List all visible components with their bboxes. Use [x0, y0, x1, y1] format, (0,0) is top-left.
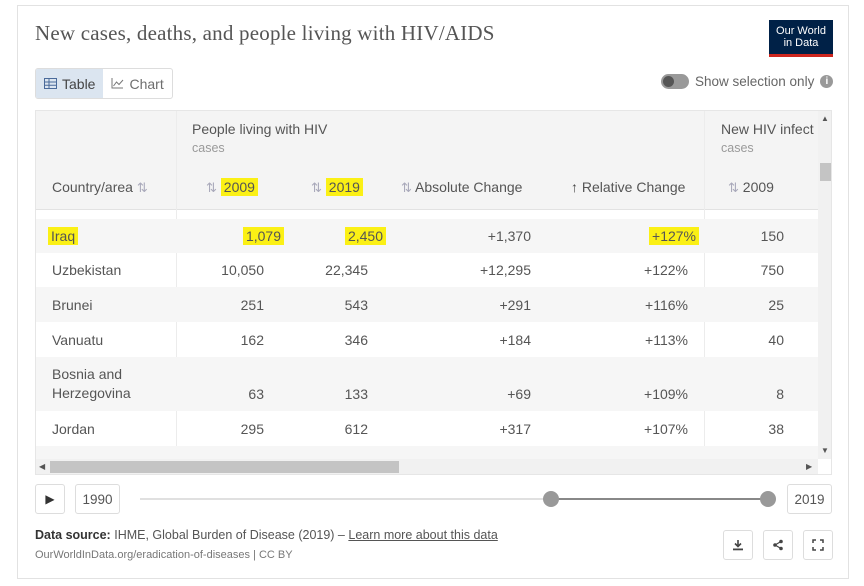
- download-button[interactable]: [723, 530, 753, 560]
- col-relative-change[interactable]: ↑ Relative Change: [571, 179, 686, 195]
- table-icon: [44, 78, 57, 89]
- info-icon[interactable]: i: [820, 75, 834, 88]
- group-unit-living: cases: [192, 141, 225, 155]
- tab-chart-label: Chart: [129, 75, 164, 92]
- table-row[interactable]: Iraq 1,079 2,450 +1,370 +127% 150: [36, 219, 818, 253]
- data-table: People living with HIV cases New HIV inf…: [35, 110, 832, 475]
- group-title-new: New HIV infect: [721, 121, 814, 137]
- data-source: Data source: IHME, Global Burden of Dise…: [35, 528, 498, 542]
- logo-line2: in Data: [783, 37, 819, 49]
- timeline-start-handle[interactable]: [543, 491, 559, 507]
- scroll-left-icon[interactable]: ◀: [39, 462, 46, 471]
- line-chart-icon: [111, 78, 124, 89]
- sort-up-icon: ↑: [571, 179, 578, 195]
- horizontal-scroll-thumb[interactable]: [50, 461, 399, 473]
- scroll-up-icon[interactable]: ▲: [821, 114, 829, 123]
- play-button[interactable]: ▶: [35, 484, 65, 514]
- scroll-right-icon[interactable]: ▶: [806, 462, 813, 471]
- vertical-scrollbar[interactable]: ▲ ▼: [818, 111, 831, 459]
- page-title: New cases, deaths, and people living wit…: [35, 21, 495, 45]
- table-row[interactable]: Vanuatu 162 346 +184 +113% 40: [52, 331, 784, 348]
- view-tabs: Table Chart: [35, 68, 173, 99]
- fullscreen-icon: [812, 539, 824, 551]
- col-new-2009[interactable]: ⇅ 2009: [728, 179, 774, 195]
- table-row[interactable]: Uzbekistan 10,050 22,345 +12,295 +122% 7…: [52, 262, 784, 278]
- col-2009[interactable]: ⇅ 2009: [206, 178, 258, 196]
- tab-table-label: Table: [62, 75, 96, 92]
- tab-chart[interactable]: Chart: [103, 69, 171, 98]
- sort-icon: ⇅: [136, 180, 148, 195]
- vertical-scroll-thumb[interactable]: [820, 163, 831, 181]
- logo-line1: Our World: [776, 25, 826, 37]
- scroll-down-icon[interactable]: ▼: [821, 446, 829, 455]
- timeline-track[interactable]: [140, 498, 768, 500]
- source-link[interactable]: Learn more about this data: [348, 528, 498, 542]
- sort-icon: ⇅: [311, 180, 322, 195]
- fullscreen-button[interactable]: [803, 530, 833, 560]
- timeline-start-year[interactable]: 1990: [75, 484, 120, 514]
- sort-icon: ⇅: [728, 180, 739, 195]
- toggle-label: Show selection only: [695, 74, 815, 89]
- play-icon: ▶: [45, 492, 55, 506]
- country-name: Iraq: [48, 227, 79, 245]
- share-icon: [773, 539, 783, 551]
- chart-frame: [17, 5, 849, 579]
- toggle-switch[interactable]: [661, 74, 689, 89]
- share-button[interactable]: [763, 530, 793, 560]
- tab-table[interactable]: Table: [36, 69, 104, 98]
- col-2019[interactable]: ⇅ 2019: [311, 178, 363, 196]
- download-icon: [733, 540, 743, 551]
- timeline-end-year[interactable]: 2019: [787, 484, 832, 514]
- group-unit-new: cases: [721, 141, 754, 155]
- timeline-end-handle[interactable]: [760, 491, 776, 507]
- group-title-living: People living with HIV: [192, 121, 328, 137]
- table-group-header: [36, 111, 818, 169]
- table-row[interactable]: Bosnia and Herzegovina 63 133 +69 +109% …: [36, 357, 818, 411]
- owid-logo[interactable]: Our World in Data: [769, 20, 833, 57]
- col-absolute-change[interactable]: ⇅ Absolute Change: [401, 179, 523, 195]
- source-text: IHME, Global Burden of Disease (2019) –: [114, 528, 345, 542]
- table-column-header: [36, 169, 818, 210]
- horizontal-scrollbar[interactable]: ◀ ▶: [36, 459, 818, 474]
- timeline: ▶ 1990 2019: [35, 484, 832, 516]
- sort-icon: ⇅: [401, 180, 412, 195]
- source-label: Data source:: [35, 528, 111, 542]
- sort-icon: ⇅: [206, 180, 217, 195]
- selection-toggle[interactable]: Show selection only i: [661, 74, 834, 89]
- timeline-selected-range: [551, 498, 768, 500]
- source-url[interactable]: OurWorldInData.org/eradication-of-diseas…: [35, 549, 293, 561]
- table-row[interactable]: Jordan 295 612 +317 +107% 38: [52, 420, 784, 437]
- table-row[interactable]: Brunei 251 543 +291 +116% 25: [36, 287, 818, 322]
- col-country[interactable]: Country/area ⇅: [52, 179, 148, 195]
